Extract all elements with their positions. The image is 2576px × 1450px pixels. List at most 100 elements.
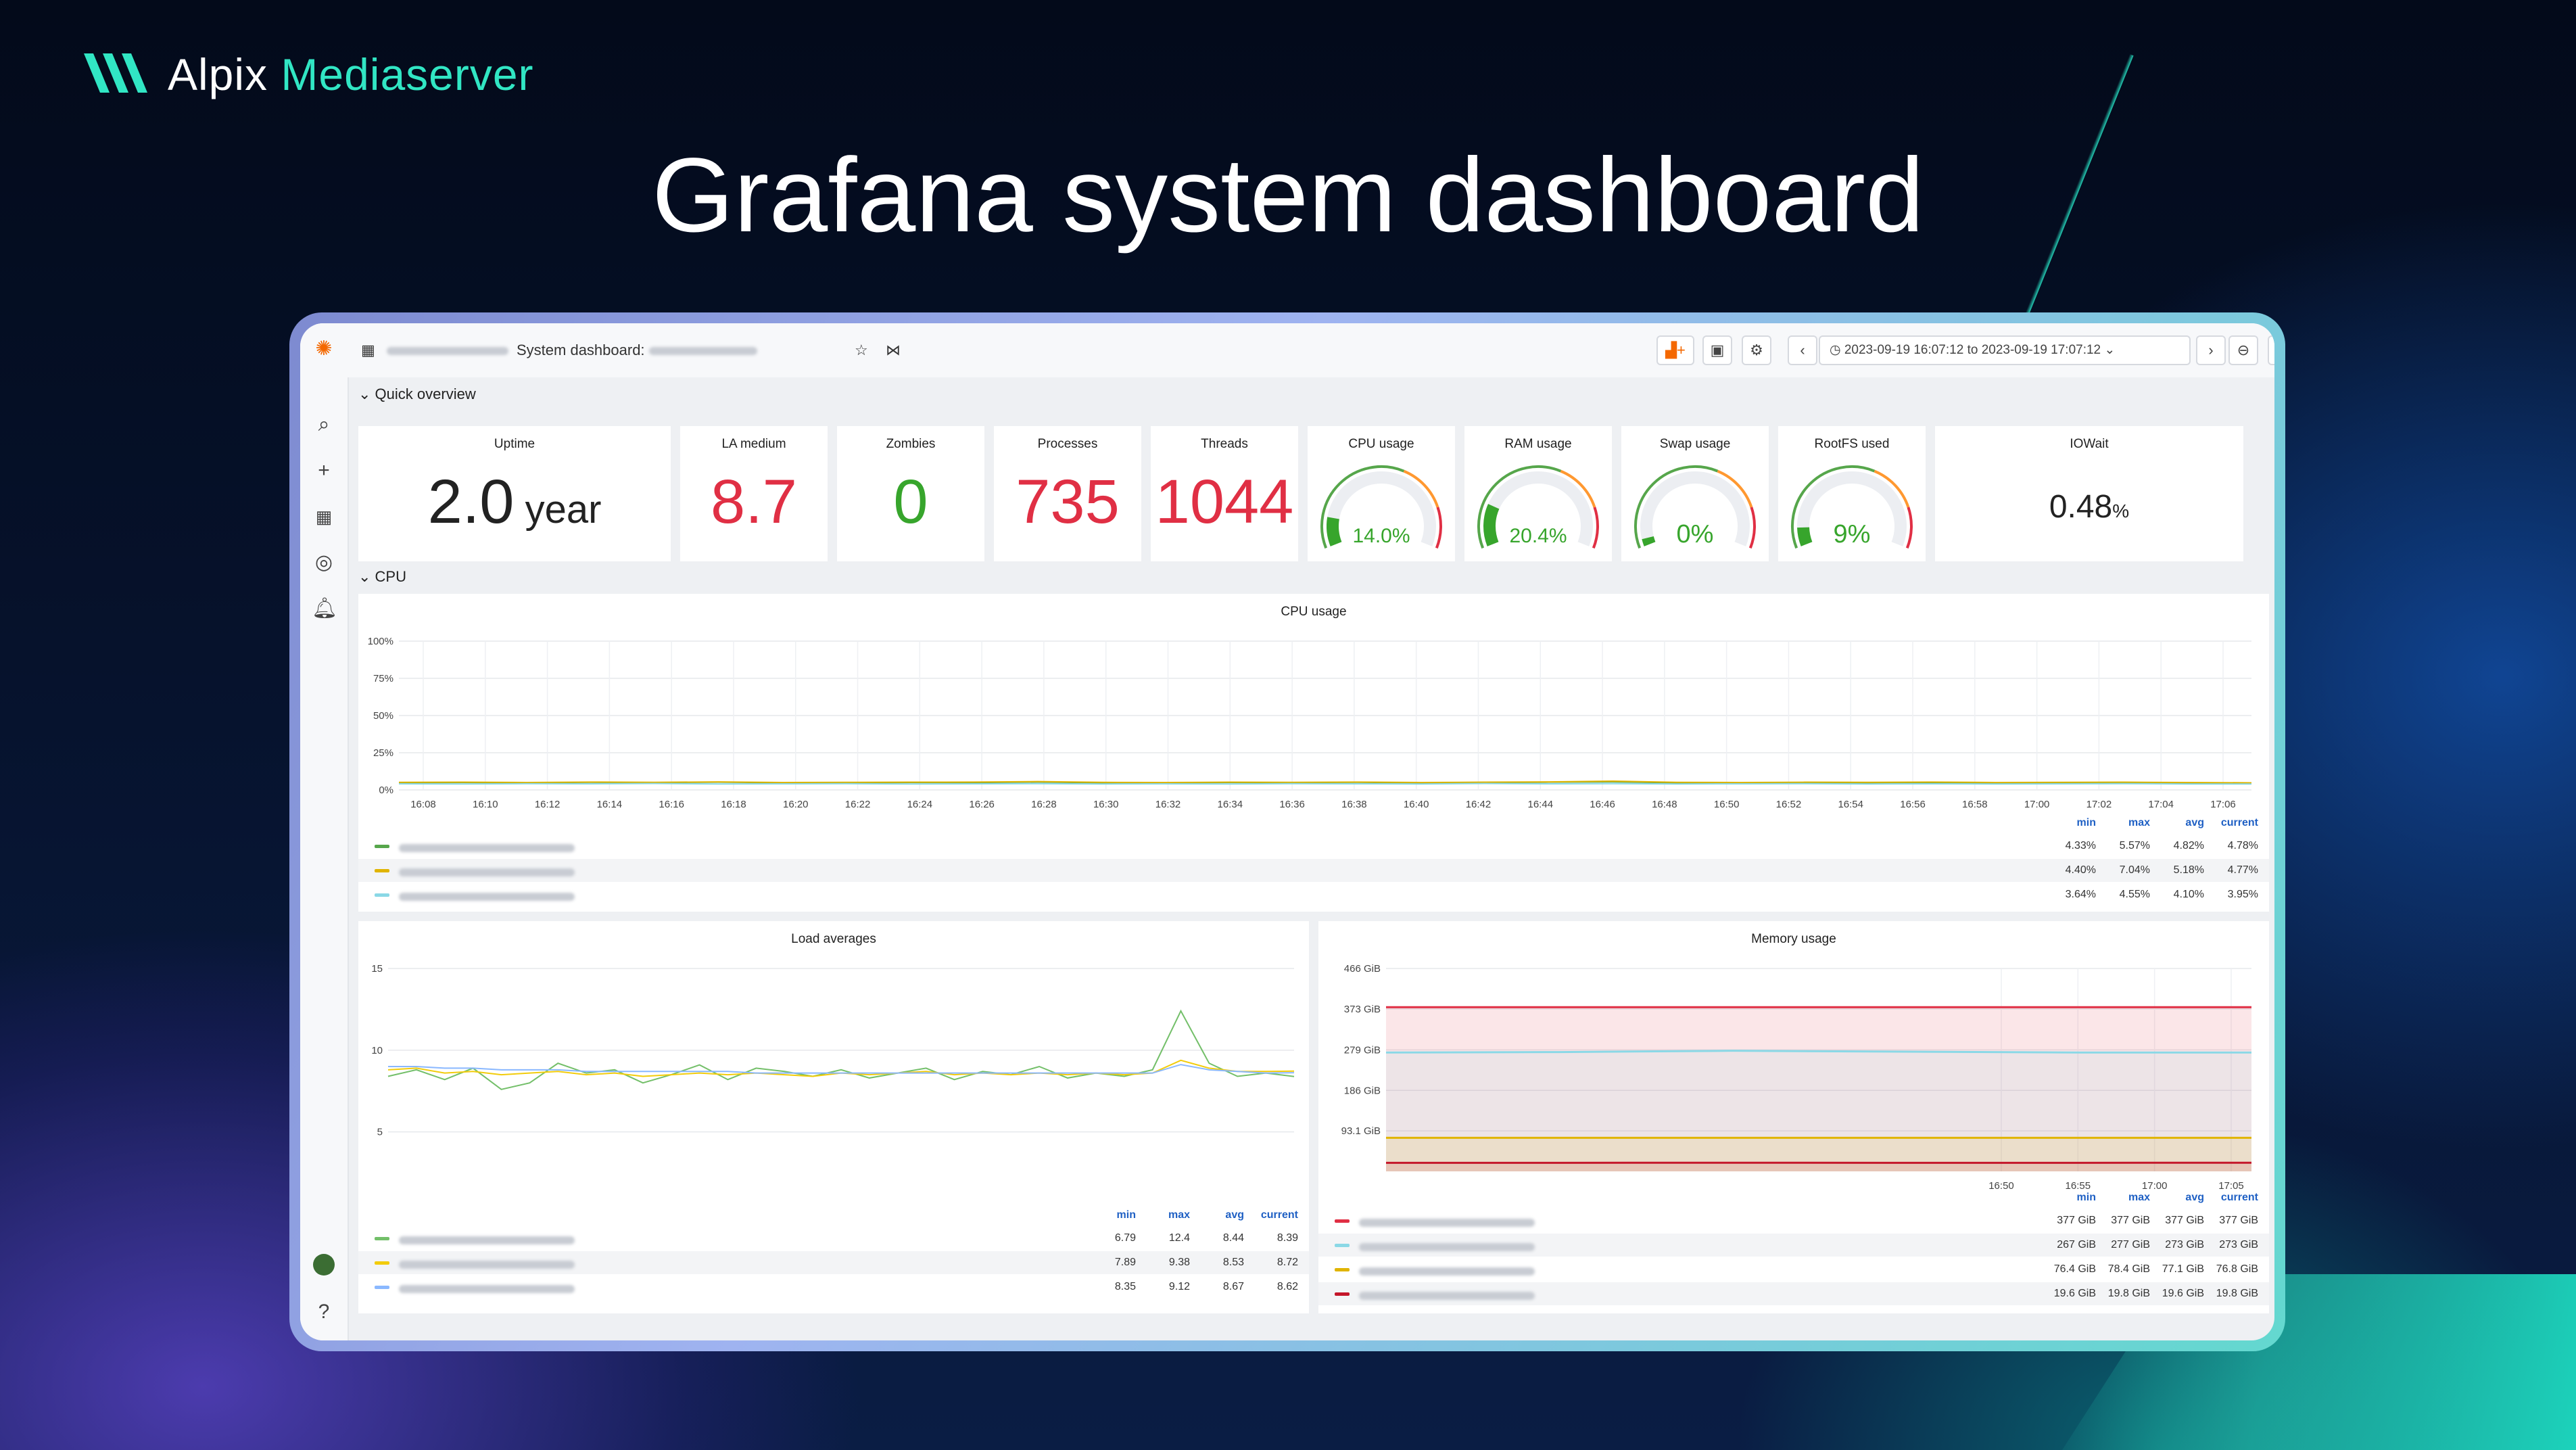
- legend-row[interactable]: 19.6 GiB 19.8 GiB 19.6 GiB 19.8 GiB: [1318, 1282, 2269, 1305]
- legend-row[interactable]: 4.33% 5.57% 4.82% 4.78%: [358, 835, 2269, 858]
- legend-header-cell[interactable]: current: [2220, 1192, 2258, 1203]
- x-tick-label: 17:00: [2142, 1180, 2168, 1192]
- star-icon[interactable]: ☆: [855, 342, 868, 358]
- gauge-svg: 20.4%: [1477, 465, 1599, 549]
- panel-memory-usage[interactable]: Memory usage 466 GiB 373 GiB 279 GiB 186 GiB…: [1318, 921, 2269, 1313]
- stat-panel[interactable]: CPU usage 14.0%: [1308, 426, 1455, 561]
- time-range-picker[interactable]: ◷ 2023-09-19 16:07:12 to 2023-09-19 17:0…: [1819, 335, 2191, 365]
- y-tick-label: 25%: [373, 747, 393, 759]
- legend-header-cell[interactable]: current: [1260, 1209, 1298, 1221]
- legend-current: 76.8 GiB: [2216, 1263, 2258, 1275]
- stat-panel[interactable]: Uptime 2.0 year: [358, 426, 671, 561]
- legend-avg: 4.10%: [2173, 889, 2204, 900]
- x-tick-label: 16:44: [1528, 799, 1554, 810]
- legend-row[interactable]: 377 GiB 377 GiB 377 GiB 377 GiB: [1318, 1209, 2269, 1232]
- x-tick-label: 16:40: [1404, 799, 1429, 810]
- x-tick-label: 16:54: [1838, 799, 1863, 810]
- stat-panel[interactable]: Threads 1044: [1151, 426, 1298, 561]
- iowait-number: 0.48: [2049, 489, 2113, 525]
- avatar[interactable]: [313, 1254, 335, 1276]
- stat-panel[interactable]: Processes 735: [994, 426, 1141, 561]
- compass-icon[interactable]: ◎: [314, 551, 333, 574]
- search-icon[interactable]: ⌕: [318, 413, 330, 436]
- iowait-unit: %: [2112, 500, 2130, 521]
- stat-panel[interactable]: IOWait 0.48%: [1935, 426, 2243, 561]
- share-icon[interactable]: ⋈: [886, 342, 901, 358]
- gauge-label: 20.4%: [1509, 525, 1567, 547]
- section-quick-overview[interactable]: ⌄ Quick overview: [358, 385, 476, 403]
- bell-icon[interactable]: 🔔︎: [312, 597, 338, 619]
- legend-header-cell[interactable]: max: [2128, 1192, 2150, 1203]
- legend-row[interactable]: 4.40% 7.04% 5.18% 4.77%: [358, 859, 2269, 882]
- stat-panel[interactable]: RAM usage 20.4%: [1464, 426, 1612, 561]
- gauge-value-arc: [1327, 517, 1342, 546]
- legend-header-cell[interactable]: max: [2128, 817, 2150, 828]
- x-tick-label: 16:28: [1031, 799, 1057, 810]
- gauge-threshold-arc: [1634, 465, 1719, 549]
- grafana-logo-icon[interactable]: ✺: [315, 337, 333, 360]
- legend-header-cell[interactable]: avg: [2185, 1192, 2204, 1203]
- help-icon[interactable]: ?: [318, 1301, 330, 1323]
- panel-load-averages[interactable]: Load averages 15 10 5 min max avg current 6.79 12…: [358, 921, 1309, 1313]
- breadcrumb-folder[interactable]: [387, 335, 508, 365]
- stat-title: Zombies: [886, 437, 936, 451]
- legend-series-name: [399, 1283, 575, 1295]
- legend-header: min max avg current: [2042, 1192, 2258, 1204]
- legend-avg: 8.67: [1222, 1281, 1244, 1292]
- stat-title: Threads: [1201, 437, 1248, 451]
- refresh-icon[interactable]: ↻: [2268, 335, 2274, 365]
- legend-row[interactable]: 267 GiB 277 GiB 273 GiB 273 GiB: [1318, 1234, 2269, 1257]
- legend-header-cell[interactable]: current: [2220, 817, 2258, 828]
- legend-header-cell[interactable]: min: [2076, 817, 2096, 828]
- gauge-track: [1640, 471, 1750, 546]
- legend-min: 6.79: [1114, 1232, 1136, 1244]
- stat-panel[interactable]: Swap usage 0%: [1621, 426, 1769, 561]
- zoom-out-icon[interactable]: ⊖: [2228, 335, 2258, 365]
- x-tick-label: 16:38: [1341, 799, 1367, 810]
- gear-icon[interactable]: ⚙: [1742, 335, 1771, 365]
- legend-row[interactable]: 3.64% 4.55% 4.10% 3.95%: [358, 883, 2269, 906]
- x-tick-label: 16:22: [845, 799, 871, 810]
- legend-max: 5.57%: [2119, 840, 2150, 851]
- save-icon[interactable]: ▣: [1702, 335, 1732, 365]
- gauge-threshold-arc: [1560, 469, 1596, 508]
- stat-panel[interactable]: LA medium 8.7: [680, 426, 828, 561]
- legend-avg: 8.53: [1222, 1257, 1244, 1268]
- legend-series-name: [1359, 1241, 1535, 1253]
- section-cpu[interactable]: ⌄ CPU: [358, 568, 406, 586]
- time-back-button[interactable]: ‹: [1788, 335, 1817, 365]
- add-panel-button[interactable]: ▟+: [1656, 335, 1694, 365]
- series-line: [387, 1009, 1295, 1090]
- legend-current: 377 GiB: [2219, 1215, 2258, 1226]
- legend-header-cell[interactable]: max: [1168, 1209, 1190, 1221]
- legend-current: 8.72: [1277, 1257, 1298, 1268]
- dashboard-grid-icon[interactable]: ▦: [361, 342, 375, 358]
- gauge-threshold-arc: [1905, 507, 1913, 549]
- legend-row[interactable]: 76.4 GiB 78.4 GiB 77.1 GiB 76.8 GiB: [1318, 1258, 2269, 1281]
- legend-header-cell[interactable]: avg: [2185, 817, 2204, 828]
- legend-swatch: [375, 893, 389, 897]
- alpix-logo-icon: [84, 53, 147, 93]
- stat-panel[interactable]: RootFS used 9%: [1778, 426, 1926, 561]
- legend-row[interactable]: 7.89 9.38 8.53 8.72: [358, 1251, 1309, 1274]
- plus-icon[interactable]: +: [318, 459, 330, 482]
- legend-header-cell[interactable]: min: [1116, 1209, 1136, 1221]
- stat-panel[interactable]: Zombies 0: [837, 426, 984, 561]
- legend-swatch: [375, 1237, 389, 1240]
- x-tick-label: 17:04: [2148, 799, 2174, 810]
- gauge-label: 9%: [1834, 520, 1871, 548]
- stat-value: 735: [994, 467, 1141, 538]
- legend-header-cell[interactable]: avg: [1225, 1209, 1244, 1221]
- grafana-screen: ✺ ⌕ + ▦ ◎ 🔔︎ ? ▦ System dashboard: ☆ ⋈ ▟…: [300, 323, 2274, 1340]
- gauge-svg: 14.0%: [1320, 465, 1442, 549]
- chevron-down-icon: ⌄: [358, 385, 375, 402]
- panel-cpu-usage[interactable]: CPU usage 100% 75% 50% 25% 0% 16:08 16:10 16:12 1…: [358, 594, 2269, 912]
- gauge-threshold-arc: [1717, 469, 1753, 508]
- legend-header-cell[interactable]: min: [2076, 1192, 2096, 1203]
- dashboards-icon[interactable]: ▦: [315, 507, 333, 527]
- sidebar: ✺ ⌕ + ▦ ◎ 🔔︎ ?: [300, 323, 349, 1340]
- legend-row[interactable]: 6.79 12.4 8.44 8.39: [358, 1227, 1309, 1250]
- legend-row[interactable]: 8.35 9.12 8.67 8.62: [358, 1276, 1309, 1299]
- dashboard-title[interactable]: System dashboard:: [517, 335, 757, 365]
- time-forward-button[interactable]: ›: [2196, 335, 2226, 365]
